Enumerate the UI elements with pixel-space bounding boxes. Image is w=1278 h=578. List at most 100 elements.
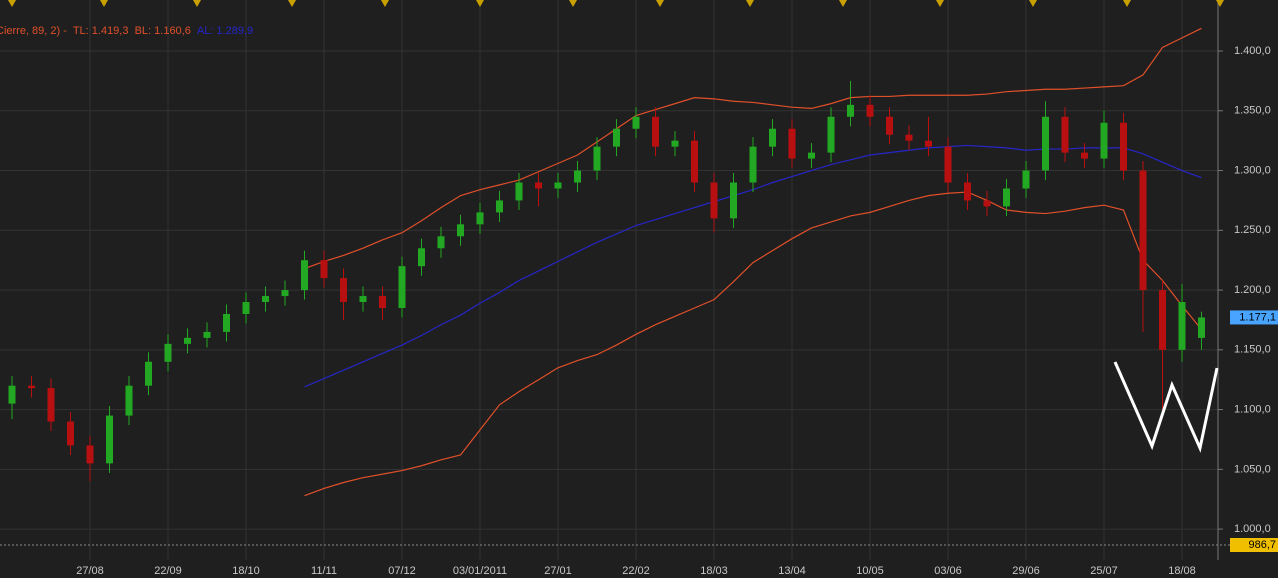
candle-body — [47, 388, 55, 422]
price-marker — [1230, 538, 1278, 552]
candle-body — [1159, 290, 1166, 350]
candle-body — [886, 116, 893, 135]
candle-body — [632, 116, 640, 129]
candle-body — [1081, 152, 1088, 159]
y-tick-label: 1.050,0 — [1234, 463, 1271, 475]
x-tick-label: 03/01/2011 — [453, 565, 507, 577]
candle-body — [281, 290, 289, 297]
candle-body — [8, 385, 16, 404]
time-marker — [656, 0, 664, 7]
y-tick-label: 1.350,0 — [1234, 105, 1271, 117]
x-tick-label: 03/06 — [934, 565, 962, 577]
candle-body — [866, 104, 874, 117]
candle-body — [1198, 317, 1205, 338]
candle-body — [730, 182, 737, 219]
candle-body — [1022, 170, 1030, 189]
y-tick-label: 1.250,0 — [1234, 224, 1271, 236]
candle-body — [788, 128, 796, 159]
candle-body — [1100, 122, 1108, 159]
price-marker-label: 1.177,1 — [1239, 311, 1276, 323]
candle-body — [769, 128, 776, 147]
candle-body — [925, 140, 932, 147]
candle-body — [106, 415, 113, 464]
candle-body — [944, 146, 952, 183]
candle-body — [574, 170, 581, 183]
y-tick-label: 1.300,0 — [1234, 164, 1271, 176]
price-marker-label: 986,7 — [1248, 539, 1276, 551]
candle-body — [613, 128, 620, 147]
time-marker — [936, 0, 944, 7]
candle-body — [1139, 170, 1147, 291]
candle-body — [320, 260, 328, 279]
time-marker — [569, 0, 577, 7]
band-line — [304, 191, 1202, 497]
candle-body — [476, 212, 484, 225]
legend-text: AL: 1.289,9 — [197, 25, 253, 37]
candle-body — [1042, 116, 1049, 171]
legend-text: Cierre, 89, 2) - TL: 1.419,3 BL: 1.160,6 — [0, 25, 191, 37]
candle-body — [515, 182, 523, 201]
time-marker — [1123, 0, 1131, 7]
candle-body — [905, 134, 913, 141]
candle-body — [145, 361, 152, 386]
candle-body — [593, 146, 601, 171]
y-tick-label: 1.100,0 — [1234, 403, 1271, 415]
axes: 1.000,0 1.050,0 1.100,0 1.150,0 1.200,0 1.250… — [0, 25, 1278, 577]
candle-body — [67, 421, 74, 446]
candle-body — [164, 343, 172, 362]
y-tick-label: 1.000,0 — [1234, 523, 1271, 535]
y-tick-label: 1.400,0 — [1234, 45, 1271, 57]
candle-body — [28, 385, 35, 389]
band-line — [304, 27, 1202, 270]
candle-body — [691, 140, 698, 183]
time-marker — [1029, 0, 1037, 7]
candle-body — [184, 337, 191, 344]
candle-body — [125, 385, 133, 416]
candle-body — [1061, 116, 1069, 153]
time-marker — [193, 0, 201, 7]
candle-body — [554, 182, 562, 189]
candle-body — [983, 200, 991, 207]
x-tick-label: 27/01 — [544, 565, 572, 577]
candle-body — [749, 146, 757, 183]
time-marker — [8, 0, 16, 7]
candle-body — [301, 260, 308, 291]
x-tick-label: 22/09 — [154, 565, 182, 577]
x-tick-label: 18/03 — [700, 565, 728, 577]
candle-body — [710, 182, 718, 219]
x-tick-label: 18/08 — [1168, 565, 1196, 577]
time-marker — [381, 0, 389, 7]
y-tick-label: 1.150,0 — [1234, 344, 1271, 356]
candle-body — [379, 296, 386, 308]
x-tick-label: 13/04 — [778, 565, 806, 577]
x-tick-label: 25/07 — [1090, 565, 1118, 577]
time-marker — [839, 0, 847, 7]
plot — [8, 27, 1205, 497]
x-tick-label: 11/11 — [311, 565, 337, 577]
candle-body — [262, 296, 269, 303]
y-tick-label: 1.200,0 — [1234, 284, 1271, 296]
x-tick-label: 10/05 — [856, 565, 884, 577]
time-marker — [288, 0, 296, 7]
x-tick-label: 29/06 — [1012, 565, 1040, 577]
candle-body — [242, 302, 250, 314]
candle-body — [223, 313, 230, 332]
x-tick-label: 22/02 — [622, 565, 650, 577]
time-markers — [8, 0, 1224, 7]
candle-body — [398, 266, 406, 308]
candle-body — [496, 200, 503, 213]
candle-body — [1178, 302, 1186, 350]
candle-body — [847, 104, 854, 117]
time-marker — [100, 0, 108, 7]
candle-body — [652, 116, 659, 147]
candle-body — [964, 182, 971, 201]
price-marker — [1230, 310, 1278, 325]
candle-body — [535, 182, 542, 189]
candle-body — [827, 116, 835, 153]
candle-body — [418, 248, 425, 267]
x-tick-label: 18/10 — [232, 565, 260, 577]
candle-body — [808, 152, 815, 159]
candle-body — [1120, 122, 1127, 171]
